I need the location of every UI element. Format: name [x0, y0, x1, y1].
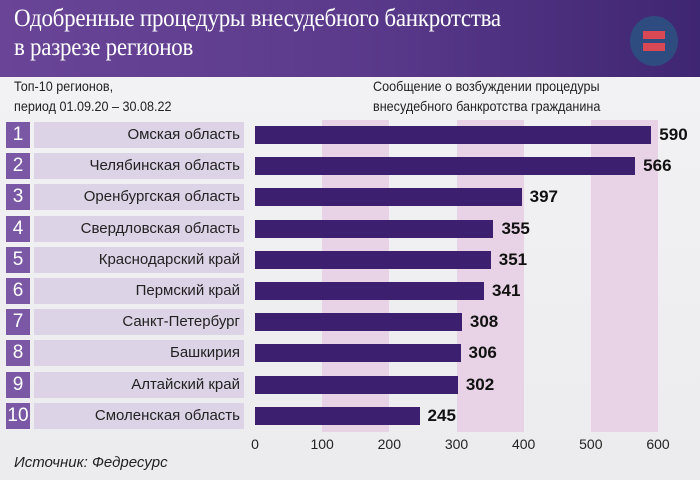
data-label: 245 — [427, 405, 456, 425]
data-label: 590 — [659, 125, 688, 144]
subtitle-right-line-1: Сообщение о возбуждении процедуры — [373, 78, 600, 94]
rank-box: 9 — [6, 371, 30, 398]
subtitle-left: Топ-10 регионов, период 01.09.20 – 30.08… — [14, 76, 172, 116]
header: Одобренные процедуры внесудебного банкро… — [0, 0, 700, 77]
bar — [255, 126, 652, 144]
region-label: Челябинская область — [34, 153, 244, 180]
region-label: Алтайский край — [34, 371, 244, 398]
logo-icon — [630, 16, 678, 66]
region-label: Башкирия — [34, 340, 244, 367]
rank-box: 1 — [6, 122, 30, 148]
data-label: 351 — [498, 249, 528, 269]
data-label: 306 — [468, 343, 497, 363]
rank-box: 10 — [6, 402, 30, 429]
source-note: Источник: Федресурс — [14, 454, 168, 471]
data-label: 341 — [492, 281, 521, 300]
region-label: Краснодарский край — [34, 246, 244, 273]
data-label: 355 — [501, 218, 530, 238]
data-label: 566 — [643, 156, 672, 176]
x-tick-label: 0 — [251, 436, 259, 452]
bar — [255, 406, 420, 425]
x-tick-label: 500 — [579, 436, 603, 452]
bar — [255, 188, 522, 207]
data-label: 397 — [529, 187, 559, 207]
x-tick-label: 400 — [511, 436, 536, 452]
bar — [255, 282, 485, 300]
rank-box: 2 — [6, 153, 30, 180]
region-label: Санкт-Петербург — [34, 309, 244, 336]
rank-box: 5 — [6, 246, 30, 273]
rank-box: 7 — [6, 309, 30, 336]
region-label: Смоленская область — [34, 402, 244, 429]
region-label: Оренбургская область — [34, 184, 244, 211]
bar — [255, 375, 458, 394]
subtitle-left-line-2: период 01.09.20 – 30.08.22 — [14, 98, 172, 114]
x-tick-label: 300 — [444, 436, 469, 452]
region-label: Пермский край — [34, 278, 244, 304]
bar — [255, 219, 494, 238]
bar — [255, 250, 491, 269]
subtitle-right-line-2: внесудебного банкротства гражданина — [373, 98, 601, 114]
title-line-2: в разрезе регионов — [14, 34, 194, 61]
rank-box: 4 — [6, 215, 30, 242]
x-tick-label: 600 — [646, 436, 670, 452]
x-tick-label: 100 — [310, 436, 334, 452]
data-label: 308 — [469, 312, 499, 332]
chart-title: Одобренные процедуры внесудебного банкро… — [14, 4, 501, 62]
region-label: Омская область — [34, 122, 244, 148]
bar — [255, 313, 462, 332]
bar — [255, 344, 461, 363]
region-label: Свердловская область — [34, 215, 244, 242]
rank-box: 3 — [6, 184, 30, 211]
subtitle-left-line-1: Топ-10 регионов, — [14, 78, 114, 94]
rank-box: 6 — [6, 278, 30, 304]
title-line-1: Одобренные процедуры внесудебного банкро… — [14, 5, 501, 32]
data-label: 302 — [465, 374, 495, 394]
x-tick-label: 200 — [377, 436, 401, 452]
subtitle-right: Сообщение о возбуждении процедуры внесуд… — [373, 76, 600, 116]
rank-box: 8 — [6, 340, 30, 367]
bar — [255, 157, 636, 176]
